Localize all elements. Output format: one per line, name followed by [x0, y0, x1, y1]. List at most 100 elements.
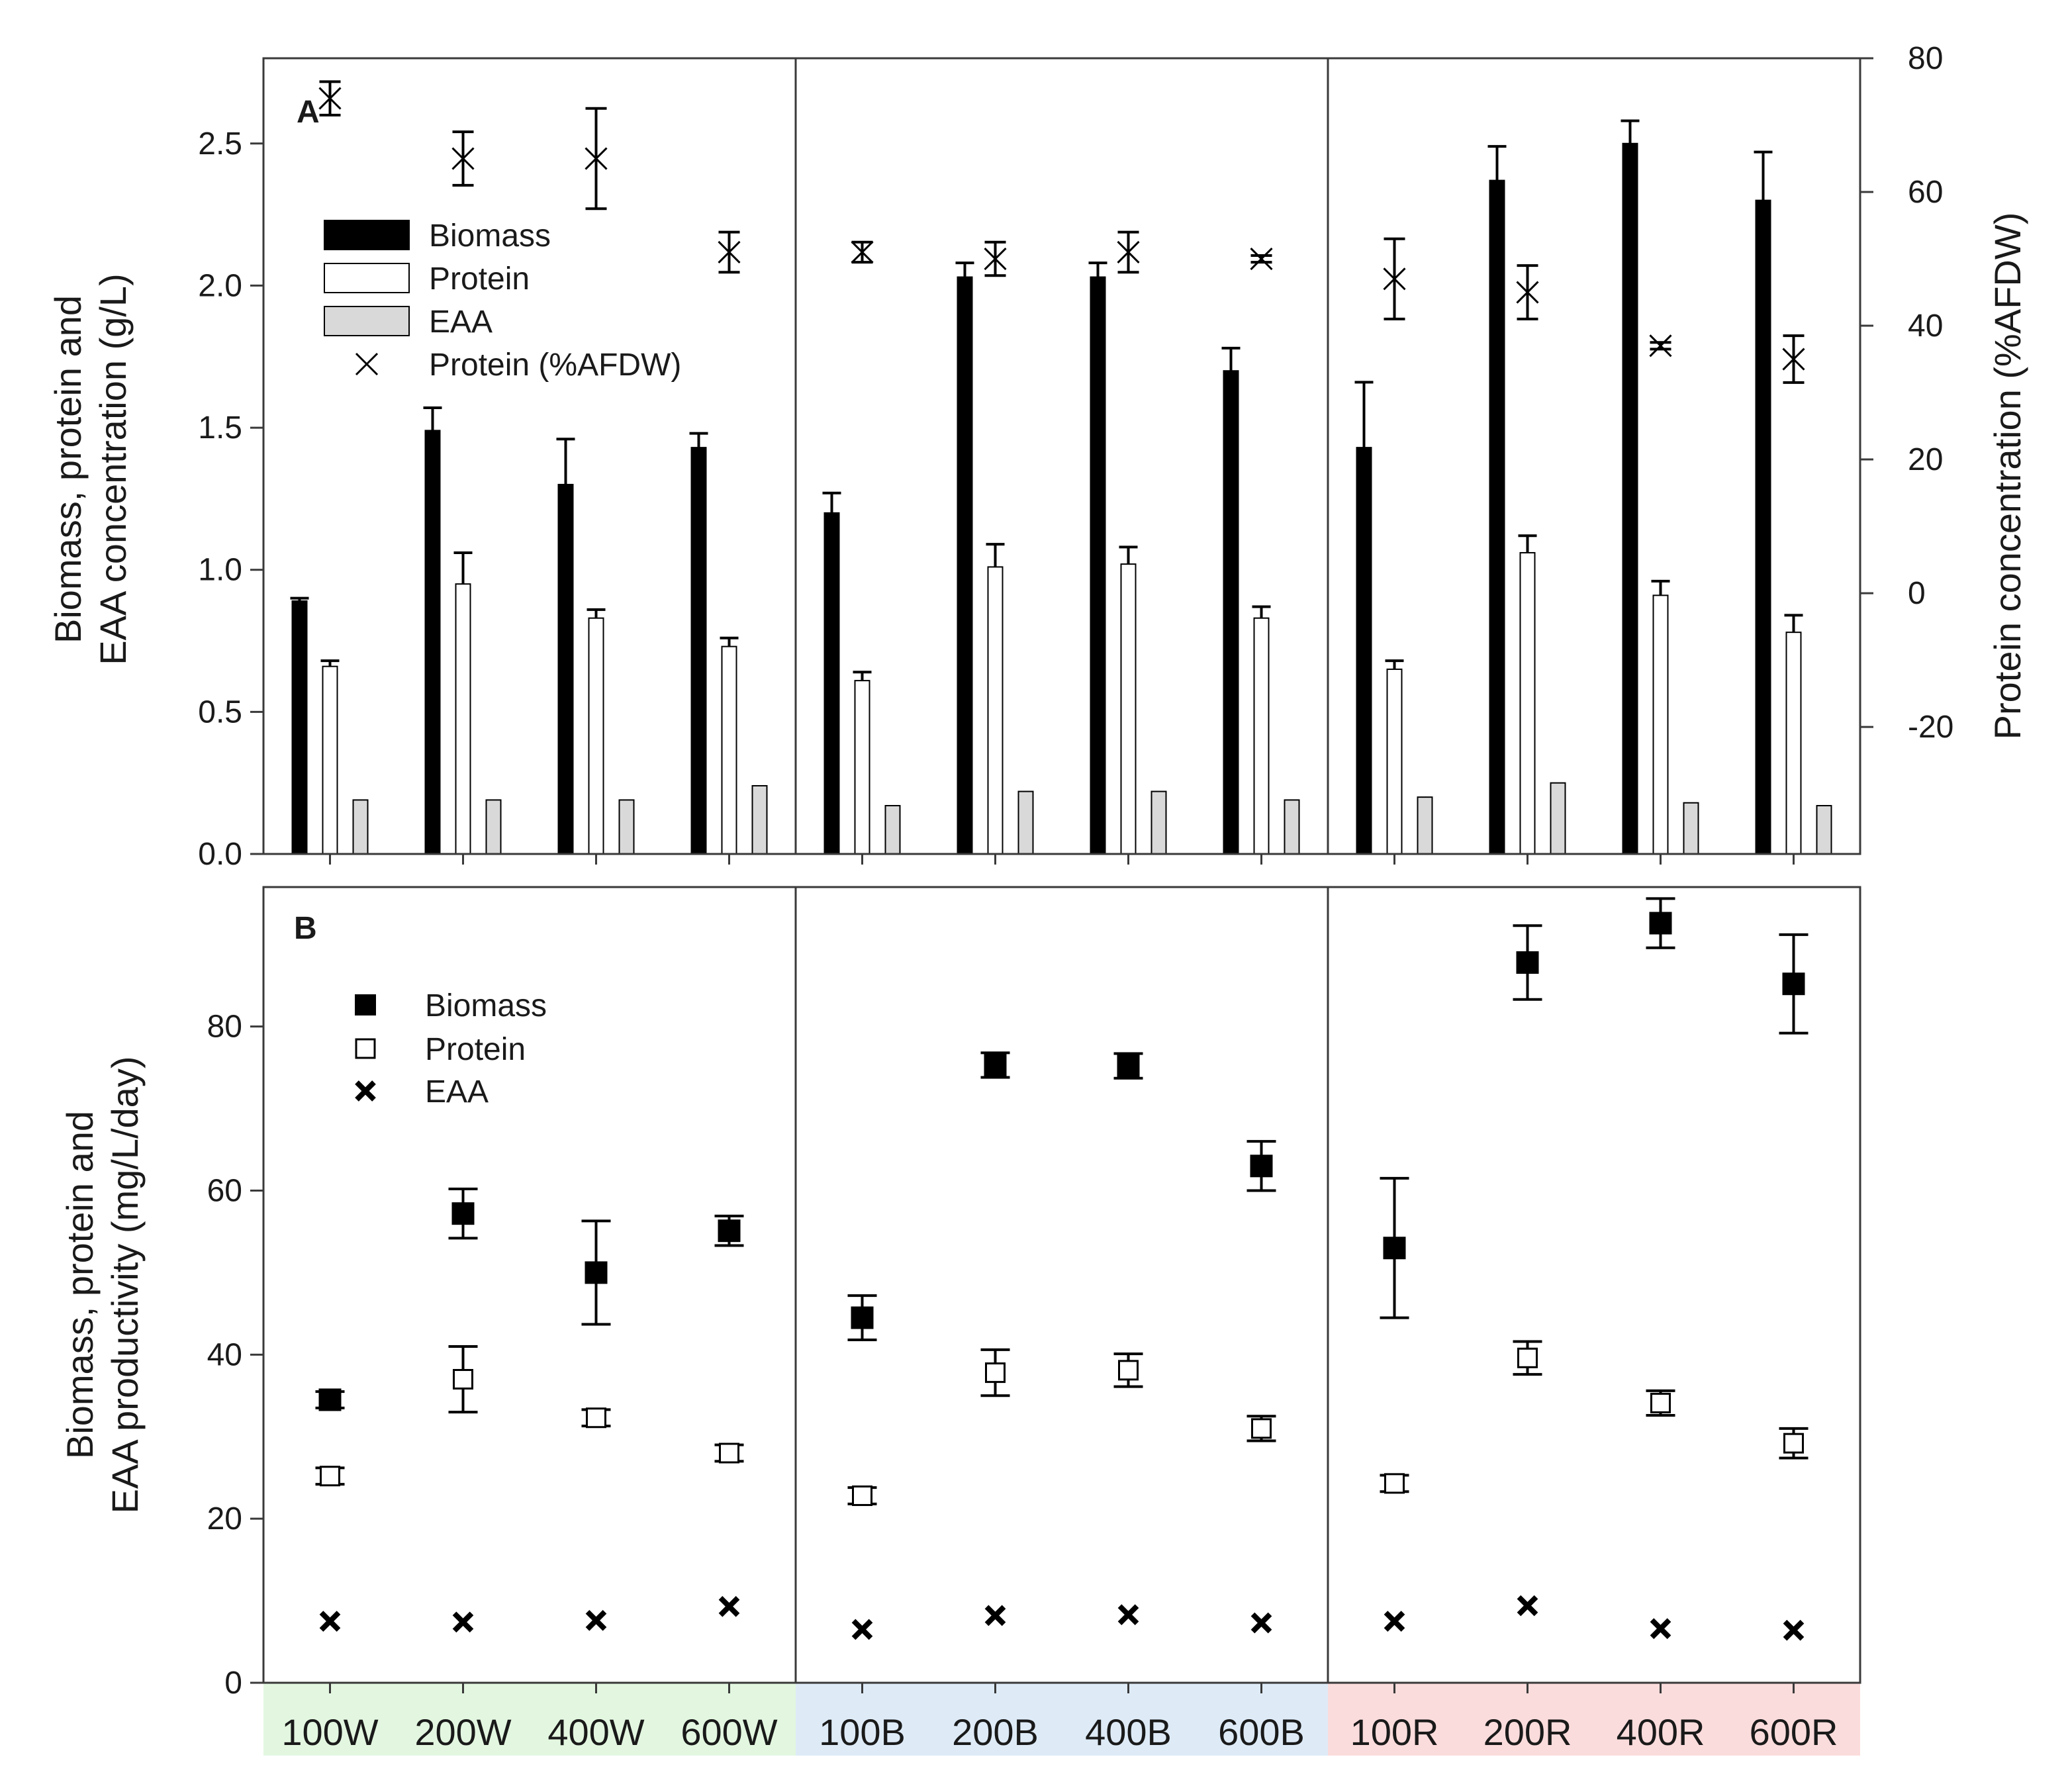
point-eaa-400B	[1117, 1604, 1139, 1625]
y-tick-label: 40	[207, 1337, 242, 1372]
group-band	[796, 1683, 1328, 1756]
y-axis-label-line2: EAA productivity (mg/L/day)	[104, 1057, 146, 1514]
y-axis-label-line1: Biomass, protein and	[47, 295, 89, 643]
x-category-label-100R: 100R	[1350, 1711, 1439, 1753]
group-band	[263, 1683, 796, 1756]
legend-label: Protein (%AFDW)	[429, 348, 681, 383]
bar-protein-600B	[1253, 617, 1270, 855]
point-eaa-200R	[1517, 1595, 1538, 1617]
x-category-label-600B: 600B	[1218, 1711, 1305, 1753]
point-protein-afdw-600B	[1250, 247, 1273, 271]
point-protein-afdw-400B	[1117, 240, 1140, 263]
bar-eaa-200W	[485, 799, 502, 855]
x-category-label-400W: 400W	[547, 1711, 644, 1753]
point-eaa-200B	[984, 1605, 1006, 1627]
x-category-label-600R: 600R	[1750, 1711, 1838, 1753]
point-protein-afdw-200B	[984, 247, 1007, 271]
y-tick-label: 80	[207, 1010, 242, 1045]
bar-protein-200W	[455, 583, 471, 855]
plot-frames	[262, 57, 1861, 1684]
y2-tick-label: -20	[1908, 710, 1953, 745]
x-category-label-100W: 100W	[281, 1711, 378, 1753]
point-protein-600R	[1783, 1433, 1804, 1454]
y-tick-label: 0.5	[198, 694, 242, 730]
x-category-label-600W: 600W	[681, 1711, 777, 1753]
bar-protein-400R	[1652, 594, 1669, 855]
panel-b-frame	[262, 886, 1861, 1684]
point-protein-600W	[719, 1442, 739, 1464]
legend-label: Protein	[429, 261, 530, 297]
point-protein-100B	[852, 1485, 872, 1506]
point-protein-400W	[586, 1407, 606, 1429]
panel-a-frame	[262, 57, 1861, 855]
bar-biomass-200R	[1489, 179, 1505, 855]
legend-label: Biomass	[429, 218, 551, 254]
point-eaa-100W	[319, 1611, 341, 1632]
y2-axis-label: Protein concentration (%AFDW)	[1987, 212, 2028, 740]
point-protein-600B	[1251, 1418, 1272, 1439]
bar-biomass-600R	[1755, 199, 1771, 855]
bar-protein-600R	[1785, 632, 1802, 855]
y-tick-label: 2.5	[198, 126, 242, 162]
y-axis-label-line1: Biomass, protein and	[59, 1111, 101, 1459]
y-tick-label: 0.0	[198, 837, 242, 872]
legend-swatch-biomass	[355, 994, 376, 1015]
x-category-labels: 100W 200W 400W 600W 100B 200B 400B 600B 100R 200R…	[281, 1711, 1838, 1753]
point-biomass-600B	[1250, 1155, 1273, 1178]
bar-biomass-100B	[823, 512, 840, 855]
x-group-bands	[263, 1683, 1860, 1756]
bar-protein-600W	[721, 645, 737, 855]
point-protein-afdw-100B	[851, 240, 874, 263]
point-protein-400R	[1650, 1392, 1671, 1413]
bar-biomass-200W	[424, 430, 441, 855]
point-protein-400B	[1118, 1360, 1139, 1381]
bar-eaa-600R	[1816, 805, 1832, 855]
y-tick-label: 60	[207, 1173, 242, 1208]
bar-biomass-400R	[1622, 142, 1638, 855]
bar-protein-200B	[987, 566, 1004, 855]
point-biomass-100R	[1383, 1237, 1406, 1260]
bar-biomass-400W	[557, 483, 574, 855]
bar-biomass-100R	[1356, 447, 1372, 855]
point-biomass-100B	[851, 1306, 874, 1329]
legend-swatch-eaa	[324, 306, 410, 336]
x-category-label-400R: 400R	[1617, 1711, 1705, 1753]
y2-tick-label: 60	[1908, 175, 1943, 210]
point-eaa-100R	[1384, 1611, 1405, 1632]
panel-b: 0 20 40 60 80 Biomass, protein and EAA product…	[59, 897, 1809, 1701]
bar-biomass-600W	[690, 447, 707, 855]
point-protein-afdw-100W	[318, 87, 342, 110]
bar-protein-100W	[322, 665, 338, 855]
point-protein-afdw-200W	[451, 147, 475, 170]
point-protein-afdw-400W	[585, 147, 608, 170]
x-category-label-200W: 200W	[414, 1711, 511, 1753]
bar-eaa-200R	[1550, 782, 1566, 855]
point-eaa-600W	[718, 1595, 740, 1617]
point-biomass-400W	[585, 1261, 608, 1284]
point-biomass-400B	[1117, 1055, 1140, 1078]
x-category-label-400B: 400B	[1085, 1711, 1172, 1753]
bar-eaa-400B	[1151, 790, 1167, 855]
point-eaa-600B	[1250, 1612, 1272, 1634]
bar-protein-100B	[854, 680, 870, 855]
legend-swatch-protein	[355, 1038, 376, 1059]
y-tick-label: 1.5	[198, 410, 242, 446]
legend-swatch-biomass	[324, 220, 410, 250]
point-protein-afdw-400R	[1649, 334, 1672, 357]
bar-protein-400B	[1120, 563, 1137, 855]
group-band	[1328, 1683, 1860, 1756]
point-biomass-600R	[1782, 972, 1805, 996]
point-protein-200B	[985, 1362, 1006, 1384]
point-biomass-600W	[718, 1219, 741, 1243]
y-tick-label: 1.0	[198, 553, 242, 588]
point-biomass-400R	[1649, 912, 1672, 935]
bar-biomass-600B	[1223, 370, 1239, 855]
point-biomass-200R	[1516, 951, 1539, 974]
y-tick-label: 20	[207, 1501, 242, 1536]
point-protein-100W	[320, 1466, 340, 1487]
legend-label: EAA	[425, 1074, 489, 1109]
bar-biomass-100W	[291, 600, 308, 855]
point-biomass-200B	[984, 1053, 1007, 1076]
bar-biomass-400B	[1090, 276, 1106, 855]
y2-tick-label: 40	[1908, 308, 1943, 344]
